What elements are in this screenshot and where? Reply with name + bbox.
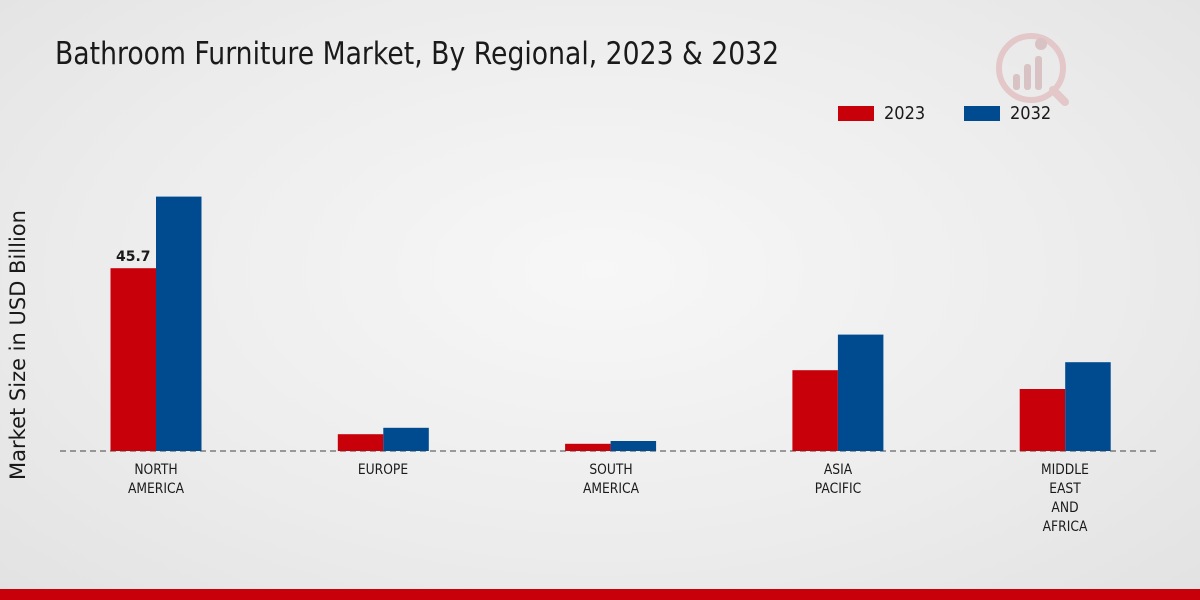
bar-2032-2	[610, 441, 657, 451]
x-tick-label-0: NORTH AMERICA	[127, 462, 185, 497]
chart-title: Bathroom Furniture Market, By Regional, …	[55, 36, 780, 72]
bar-2023-4	[1019, 389, 1066, 451]
legend-item-2032: 2032	[963, 103, 1056, 124]
legend-swatch-2032	[963, 106, 1000, 121]
legend-item-2023: 2023	[838, 103, 930, 124]
footer-bar	[0, 589, 1200, 600]
legend-swatch-2023	[838, 106, 874, 121]
legend-label-2032: 2032	[1009, 103, 1052, 124]
x-tick-label-1: EUROPE	[358, 462, 409, 478]
bar-2023-0	[110, 268, 156, 451]
market-research-logo-icon	[993, 30, 1073, 114]
bar-2032-4	[1065, 362, 1111, 451]
x-tick-label-4: MIDDLE EAST AND AFRICA	[1041, 462, 1090, 535]
data-label-0: 45.7	[116, 249, 151, 265]
bar-2023-2	[565, 443, 611, 451]
bar-2032-3	[837, 334, 884, 451]
legend-label-2023: 2023	[884, 103, 926, 124]
bar-2032-1	[383, 427, 429, 451]
x-tick-label-3: ASIA PACIFIC	[814, 462, 862, 497]
x-tick-label-2: SOUTH AMERICA	[582, 462, 639, 497]
bar-2023-3	[792, 370, 838, 451]
bar-2023-1	[337, 434, 384, 451]
chart-legend: 2023 2032	[838, 103, 1090, 124]
bar-2032-0	[156, 196, 202, 451]
